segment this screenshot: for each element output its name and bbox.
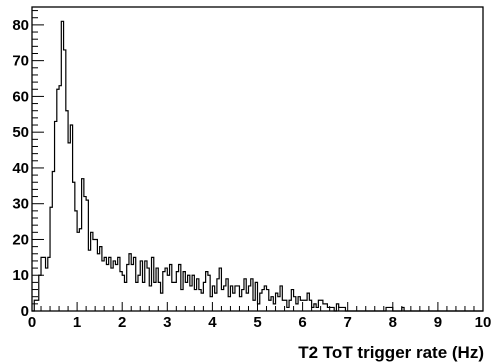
y-tick-label: 0 (21, 303, 29, 320)
y-tick-label: 10 (12, 267, 29, 284)
x-tick-label: 6 (298, 314, 306, 331)
y-tick-label: 30 (12, 196, 29, 213)
x-tick-labels: 0 1 2 3 4 5 6 7 8 9 10 (28, 314, 492, 331)
y-axis-ticks (32, 10, 44, 312)
y-tick-labels: 0 10 20 30 40 50 60 70 80 (12, 17, 29, 320)
y-tick-label: 80 (12, 17, 29, 34)
x-tick-label: 9 (434, 314, 442, 331)
plot-frame (31, 6, 484, 312)
y-tick-label: 40 (12, 160, 29, 177)
x-tick-label: 7 (344, 314, 352, 331)
x-tick-label: 1 (73, 314, 81, 331)
x-axis-title: T2 ToT trigger rate (Hz) (298, 343, 484, 362)
y-tick-label: 70 (12, 53, 29, 70)
x-tick-label: 10 (475, 314, 492, 331)
x-tick-label: 5 (253, 314, 261, 331)
y-tick-label: 20 (12, 231, 29, 248)
x-tick-label: 8 (389, 314, 397, 331)
histogram-series-line (32, 20, 483, 312)
x-tick-label: 0 (28, 314, 36, 331)
x-tick-label: 3 (163, 314, 171, 331)
x-tick-label: 4 (208, 314, 217, 331)
y-tick-label: 60 (12, 88, 29, 105)
x-tick-label: 2 (118, 314, 126, 331)
y-tick-label: 50 (12, 124, 29, 141)
